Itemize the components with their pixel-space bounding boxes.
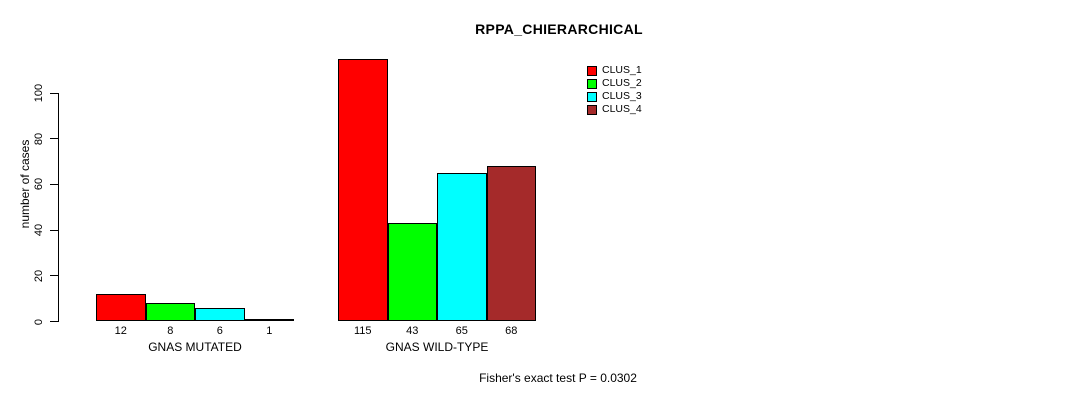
- bar-value-label: 65: [455, 324, 468, 337]
- legend-label: CLUS_3: [602, 90, 642, 102]
- group-label-1: GNAS MUTATED: [148, 339, 242, 354]
- y-tick-mark: [50, 138, 58, 140]
- legend-item-clus_4: CLUS_4: [587, 103, 642, 116]
- legend-swatch-icon: [587, 65, 597, 76]
- bar-value-label: 6: [216, 324, 223, 337]
- bar-clus_3-1: [195, 307, 245, 322]
- bar-clus_4-2: [486, 166, 536, 322]
- y-tick-mark: [50, 183, 58, 185]
- y-tick-mark: [50, 229, 58, 231]
- y-tick-mark: [50, 321, 58, 322]
- bar-value-label: 115: [353, 324, 372, 337]
- legend-item-clus_3: CLUS_3: [587, 90, 642, 103]
- y-tick-label: 40: [33, 223, 45, 237]
- y-axis-title: number of cases: [18, 139, 32, 229]
- bar-value-label: 1: [266, 324, 273, 337]
- chart-title: RPPA_CHIERARCHICAL: [475, 21, 643, 37]
- bar-value-label: 68: [505, 324, 518, 337]
- bar-value-label: 43: [406, 324, 419, 337]
- bar-clus_1-2: [338, 58, 388, 322]
- y-axis-line: [58, 93, 59, 322]
- bar-clus_3-2: [437, 172, 487, 322]
- legend-swatch-icon: [587, 91, 597, 102]
- bar-value-label: 12: [114, 324, 127, 337]
- bar-clus_1-1: [96, 294, 146, 322]
- y-tick-label: 0: [33, 318, 45, 325]
- legend-label: CLUS_2: [602, 77, 642, 89]
- legend: CLUS_1 CLUS_2 CLUS_3 CLUS_4: [587, 64, 642, 116]
- legend-swatch-icon: [587, 104, 597, 115]
- y-tick-label: 20: [33, 269, 45, 282]
- bar-clus_2-1: [145, 303, 195, 322]
- legend-item-clus_1: CLUS_1: [587, 64, 642, 77]
- bar-clus_4-1: [244, 319, 294, 322]
- legend-label: CLUS_4: [602, 103, 642, 115]
- legend-label: CLUS_1: [602, 64, 642, 76]
- y-tick-mark: [50, 275, 58, 277]
- y-tick-label: 60: [33, 178, 45, 191]
- group-label-2: GNAS WILD-TYPE: [385, 339, 489, 354]
- legend-swatch-icon: [587, 78, 597, 89]
- bar-clus_2-2: [387, 223, 437, 322]
- y-tick-label: 80: [33, 132, 45, 145]
- legend-item-clus_2: CLUS_2: [587, 77, 642, 90]
- y-tick-label: 100: [33, 83, 45, 103]
- bar-value-label: 8: [167, 324, 174, 337]
- statistical-test-annotation: Fisher's exact test P = 0.0302: [479, 371, 637, 385]
- y-tick-mark: [50, 92, 58, 94]
